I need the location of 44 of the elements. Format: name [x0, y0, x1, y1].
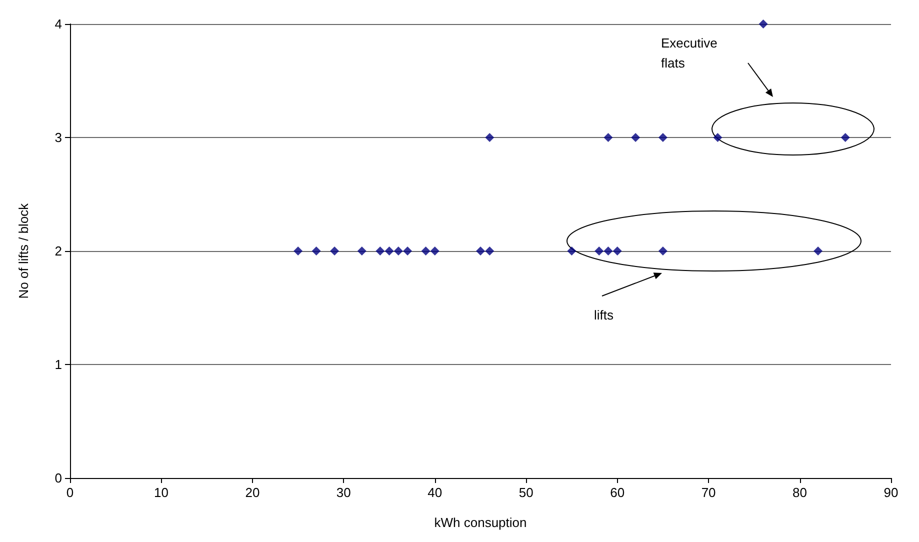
- x-tick-label: 30: [336, 485, 351, 500]
- annotation: lifts: [594, 308, 614, 322]
- x-axis-title: kWh consuption: [434, 515, 527, 530]
- point: [312, 246, 321, 256]
- x-tick-label: 20: [245, 485, 260, 500]
- y-tick-label: 4: [54, 16, 62, 32]
- point: [357, 246, 366, 256]
- y-tick-label: 0: [54, 470, 62, 486]
- point: [612, 246, 622, 256]
- y-axis-title: No of lifts / block: [16, 202, 31, 299]
- x-tick-label: 50: [518, 485, 534, 500]
- point: [294, 246, 303, 256]
- y-tick-label: 3: [54, 130, 62, 145]
- point: [604, 246, 613, 256]
- point: [384, 246, 394, 256]
- point: [403, 246, 412, 256]
- point: [485, 133, 494, 142]
- point: [330, 246, 340, 256]
- x-tick-label: 40: [428, 485, 442, 500]
- point: [814, 246, 823, 256]
- point: [430, 246, 440, 256]
- x-tick-label: 70: [701, 485, 716, 500]
- x-tick-label: 0: [66, 485, 74, 500]
- y-tick-label: 2: [54, 244, 62, 258]
- point: [476, 246, 485, 256]
- point: [758, 20, 768, 28]
- point: [376, 246, 385, 256]
- point: [485, 246, 494, 256]
- x-tick-label: 60: [610, 485, 625, 500]
- point: [421, 246, 430, 256]
- point: [713, 133, 722, 142]
- point: [594, 246, 604, 256]
- point: [658, 133, 668, 142]
- point: [631, 133, 640, 142]
- annotation: Executive flats: [661, 36, 721, 70]
- point: [658, 246, 668, 256]
- x-tick-label: 80: [792, 485, 808, 500]
- point: [394, 246, 403, 256]
- point: [604, 133, 613, 142]
- point: [567, 246, 576, 256]
- x-tick-label: 10: [154, 485, 168, 500]
- point: [840, 133, 850, 142]
- x-tick-label: 90: [884, 485, 898, 500]
- y-tick-label: 1: [54, 357, 62, 372]
